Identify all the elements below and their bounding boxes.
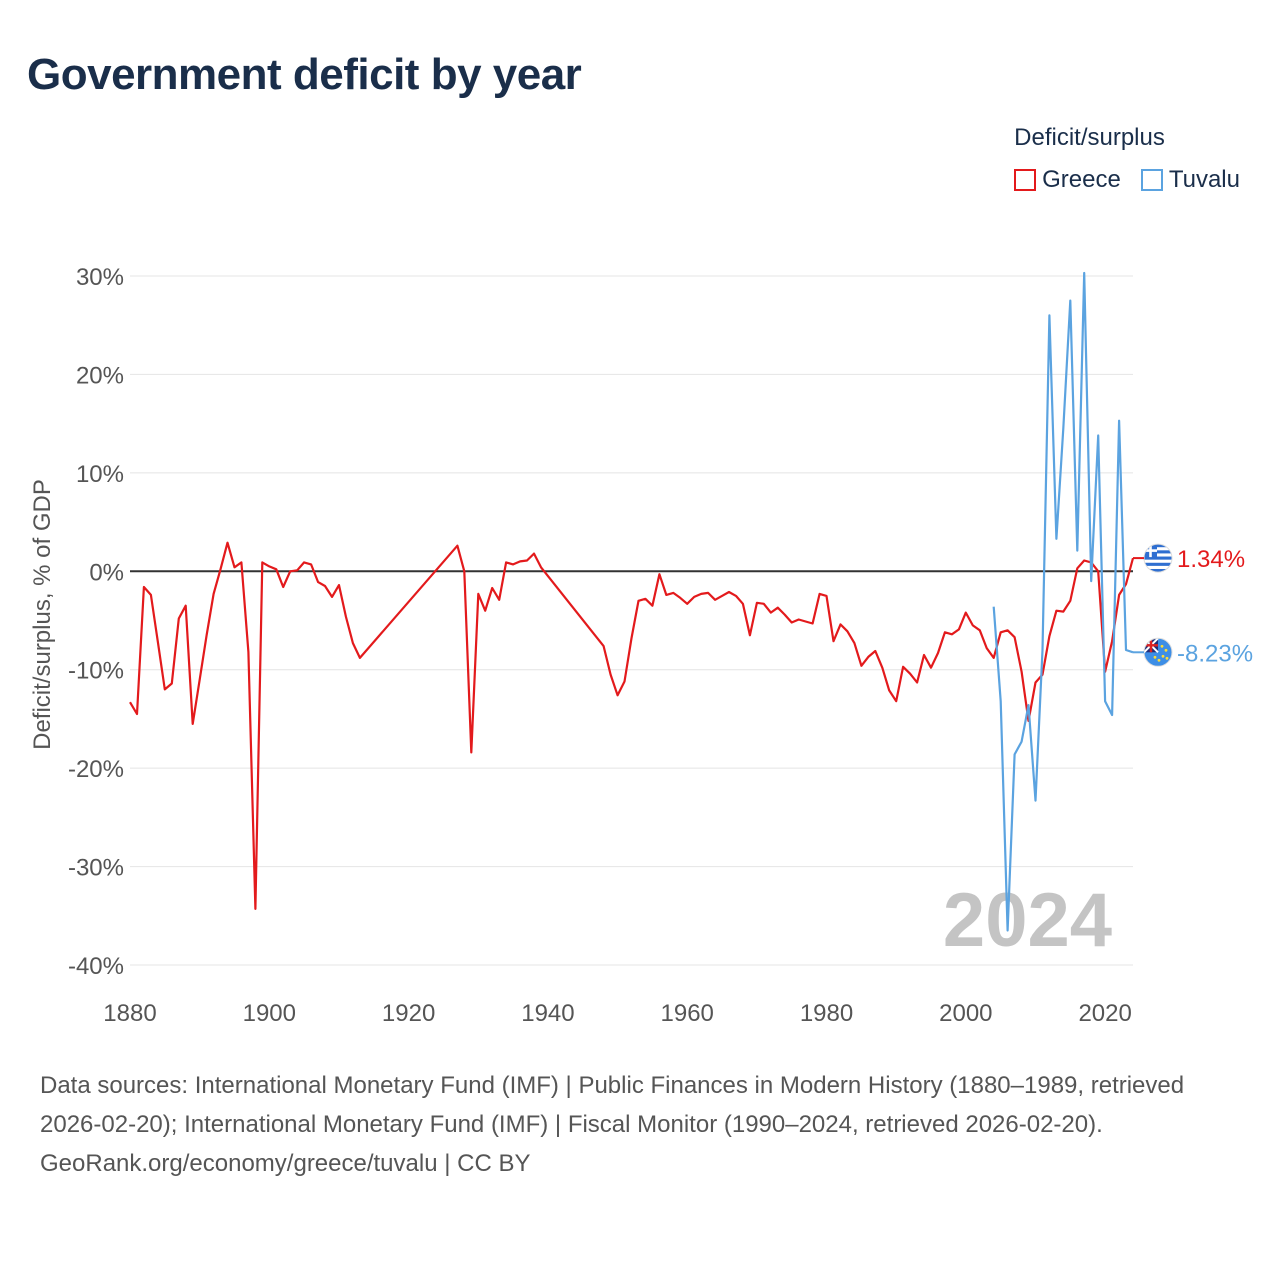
legend-label-tuvalu: Tuvalu <box>1168 166 1240 193</box>
footer: Data sources: International Monetary Fun… <box>40 1066 1240 1183</box>
legend: Deficit/surplus Greece Tuvalu <box>1014 124 1240 194</box>
data-sources: Data sources: International Monetary Fun… <box>40 1072 1185 1138</box>
x-tick-label: 2000 <box>939 1000 992 1027</box>
y-tick-label: -30% <box>68 855 124 882</box>
x-tick-label: 1900 <box>243 1000 296 1027</box>
chart-title: Government deficit by year <box>27 50 582 99</box>
y-tick-label: -10% <box>68 658 124 685</box>
y-tick-label: 30% <box>76 264 124 291</box>
credit-line: GeoRank.org/economy/greece/tuvalu | CC B… <box>40 1150 531 1177</box>
y-tick-label: 10% <box>76 461 124 488</box>
x-tick-label: 1940 <box>521 1000 574 1027</box>
y-tick-label: 0% <box>89 559 124 586</box>
legend-title: Deficit/surplus <box>1014 124 1165 151</box>
x-tick-label: 1880 <box>103 1000 156 1027</box>
legend-swatch-greece <box>1014 169 1037 191</box>
series-line-greece <box>129 541 1135 911</box>
legend-swatch-tuvalu <box>1140 169 1163 191</box>
year-watermark: 2024 <box>943 878 1112 963</box>
legend-label-greece: Greece <box>1042 166 1121 193</box>
greece-flag-icon <box>1143 543 1173 573</box>
legend-item-greece[interactable]: Greece <box>1014 166 1121 194</box>
y-axis-label: Deficit/surplus, % of GDP <box>29 479 56 750</box>
x-tick-label: 2020 <box>1078 1000 1131 1027</box>
x-tick-label: 1960 <box>661 1000 714 1027</box>
x-tick-label: 1980 <box>800 1000 853 1027</box>
line-chart: 30% 20% 10% 0% -10% -20% -30% -40% 1880 1900 1920 1… <box>29 264 1253 1027</box>
y-tick-label: -20% <box>68 756 124 783</box>
y-tick-label: -40% <box>68 953 124 980</box>
tuvalu-flag-icon <box>1143 637 1173 667</box>
legend-item-tuvalu[interactable]: Tuvalu <box>1140 166 1240 194</box>
end-value-label-tuvalu: -8.23% <box>1177 640 1253 667</box>
series-line-tuvalu <box>992 271 1134 932</box>
y-tick-label: 20% <box>76 362 124 389</box>
x-tick-label: 1920 <box>382 1000 435 1027</box>
end-value-label-greece: 1.34% <box>1177 546 1245 573</box>
